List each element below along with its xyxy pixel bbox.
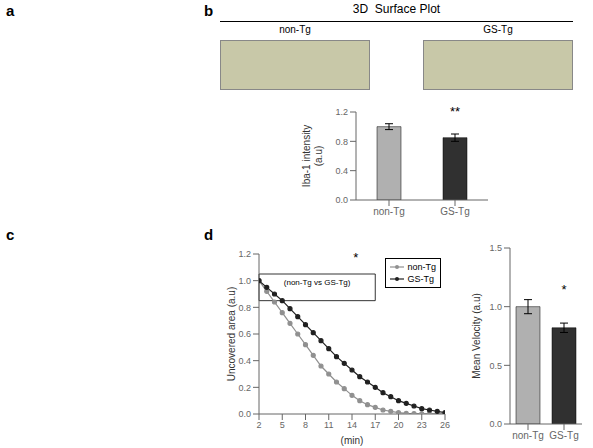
- svg-text:1.2: 1.2: [335, 107, 348, 117]
- svg-text:GS-Tg: GS-Tg: [440, 206, 469, 217]
- svg-text:0.8: 0.8: [238, 303, 251, 313]
- svg-text:0.6: 0.6: [238, 329, 251, 339]
- svg-text:2: 2: [256, 420, 261, 430]
- svg-text:1.0: 1.0: [238, 276, 251, 286]
- html-text:3D Surface Plot: 3D Surface Plot: [352, 2, 441, 16]
- html-text:non-Tg: non-Tg: [407, 262, 436, 272]
- svg-text:1.2: 1.2: [238, 249, 251, 259]
- svg-text:Mean Velocity (a.u): Mean Velocity (a.u): [471, 293, 482, 379]
- svg-text:*: *: [353, 250, 358, 265]
- svg-text:non-Tg: non-Tg: [512, 430, 544, 441]
- svg-text:20: 20: [393, 420, 403, 430]
- svg-text:0.2: 0.2: [238, 383, 251, 393]
- svg-text:Uncovered area (a.u): Uncovered area (a.u): [226, 287, 237, 382]
- svg-text:5: 5: [280, 420, 285, 430]
- svg-text:8: 8: [303, 420, 308, 430]
- svg-text:non-Tg: non-Tg: [373, 206, 405, 217]
- svg-text:0.0: 0.0: [489, 419, 502, 429]
- svg-text:23: 23: [417, 420, 427, 430]
- svg-text:Iba-1 intensity(a.u): Iba-1 intensity(a.u): [301, 125, 324, 187]
- svg-text:GS-Tg: GS-Tg: [549, 430, 578, 441]
- html-text:GS-Tg: GS-Tg: [483, 24, 513, 35]
- html-text:c: c: [6, 226, 15, 243]
- svg-text:0.0: 0.0: [238, 409, 251, 419]
- svg-text:0.4: 0.4: [238, 356, 251, 366]
- html-text:d: d: [204, 226, 214, 243]
- svg-text:0.4: 0.4: [335, 166, 348, 176]
- svg-text:**: **: [450, 104, 460, 119]
- svg-text:*: *: [561, 282, 566, 297]
- html-text:non-Tg: non-Tg: [279, 24, 311, 35]
- svg-text:0.5: 0.5: [489, 361, 502, 371]
- svg-text:17: 17: [370, 420, 380, 430]
- svg-text:14: 14: [347, 420, 357, 430]
- html-text:a: a: [6, 2, 15, 19]
- svg-text:(min): (min): [341, 435, 364, 446]
- svg-text:26: 26: [440, 420, 450, 430]
- svg-text:1.5: 1.5: [489, 243, 502, 253]
- svg-text:(non-Tg vs GS-Tg): (non-Tg vs GS-Tg): [284, 278, 351, 287]
- html-text:b: b: [204, 2, 214, 19]
- svg-text:11: 11: [324, 420, 333, 430]
- svg-text:0.0: 0.0: [335, 195, 348, 205]
- svg-text:1.0: 1.0: [489, 302, 502, 312]
- html-text:GS-Tg: GS-Tg: [407, 274, 434, 284]
- svg-text:0.8: 0.8: [335, 137, 348, 147]
